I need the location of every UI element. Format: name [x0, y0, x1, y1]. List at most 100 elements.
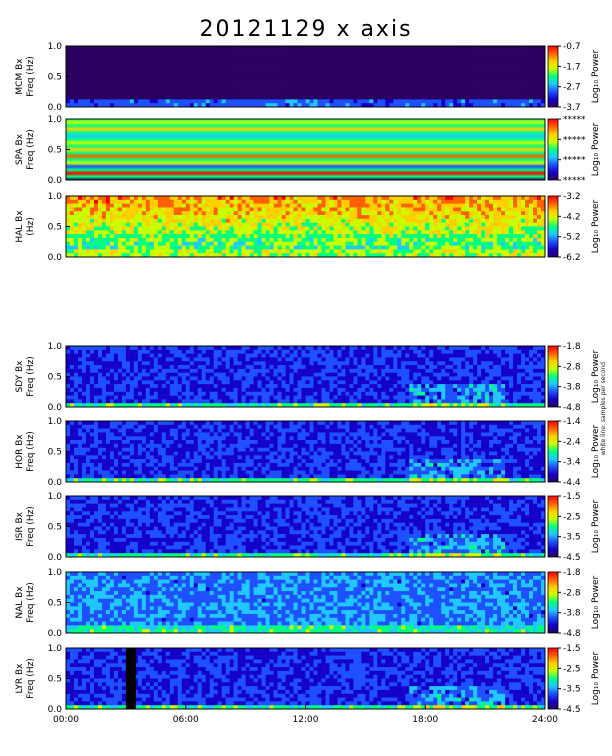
heatmap-cell	[121, 253, 127, 258]
heatmap-cell	[113, 103, 119, 108]
heatmap-cell	[301, 349, 306, 354]
heatmap-cell	[209, 199, 214, 204]
heatmap-cell	[433, 253, 438, 258]
heatmap-cell	[301, 199, 306, 204]
heatmap-cell	[105, 346, 111, 351]
heatmap-cell	[293, 57, 298, 62]
heatmap-cell	[201, 349, 207, 354]
heatmap-cell	[325, 384, 330, 389]
heatmap-cell	[66, 99, 71, 104]
heatmap-cell	[377, 84, 382, 89]
heatmap-cell	[149, 395, 155, 400]
heatmap-cell	[501, 207, 506, 212]
heatmap-cell	[121, 234, 127, 239]
heatmap-cell	[209, 76, 214, 81]
heatmap-cell	[93, 80, 99, 85]
heatmap-cell	[229, 357, 234, 362]
heatmap-cell	[169, 357, 175, 362]
heatmap-cell	[225, 249, 230, 254]
heatmap-cell	[201, 403, 207, 408]
heatmap-cell	[121, 403, 127, 408]
heatmap-cell	[301, 357, 306, 362]
heatmap-cell	[141, 226, 147, 231]
heatmap-cell	[97, 61, 103, 66]
heatmap-cell	[333, 61, 338, 66]
colorbar-tick-label: -2.7	[563, 83, 581, 93]
heatmap-cell	[193, 361, 199, 366]
heatmap-cell	[501, 76, 506, 81]
heatmap-cell	[529, 241, 534, 246]
heatmap-cell	[265, 196, 270, 201]
heatmap-cell	[201, 346, 207, 351]
heatmap-cell	[233, 387, 238, 393]
heatmap-cell	[305, 215, 310, 220]
heatmap-cell	[273, 211, 278, 216]
heatmap-cell	[301, 399, 306, 404]
heatmap-cell	[125, 103, 131, 108]
heatmap-cell	[153, 346, 159, 351]
heatmap-cell	[513, 95, 518, 100]
heatmap-cell	[397, 99, 402, 104]
heatmap-cell	[261, 372, 266, 377]
heatmap-cell	[205, 72, 210, 77]
heatmap-cell	[513, 226, 518, 231]
heatmap-cell	[177, 222, 183, 227]
heatmap-cell	[101, 380, 107, 385]
heatmap-cell	[165, 91, 171, 96]
heatmap-cell	[117, 207, 123, 212]
heatmap-cell	[165, 387, 171, 393]
heatmap-cell	[369, 65, 374, 70]
heatmap-cell	[121, 249, 127, 254]
heatmap-cell	[229, 237, 234, 243]
heatmap-cell	[105, 230, 111, 235]
heatmap-cell	[357, 84, 362, 89]
heatmap-cell	[513, 103, 518, 108]
heatmap-cell	[341, 249, 346, 254]
heatmap-cell	[393, 61, 398, 66]
heatmap-cell	[513, 215, 518, 220]
heatmap-cell	[409, 68, 414, 73]
heatmap-cell	[177, 215, 183, 220]
heatmap-cell	[161, 65, 167, 70]
heatmap-cell	[281, 395, 286, 400]
heatmap-cell	[125, 57, 131, 62]
heatmap-cell	[113, 249, 119, 254]
heatmap-cell	[353, 91, 358, 96]
heatmap-cell	[329, 72, 334, 77]
heatmap-cell	[289, 241, 294, 246]
heatmap-cell	[461, 46, 466, 51]
heatmap-cell	[357, 253, 362, 258]
heatmap-cell	[481, 245, 486, 250]
heatmap-cell	[157, 234, 163, 239]
heatmap-cell	[97, 46, 103, 51]
heatmap-cell	[441, 53, 446, 58]
heatmap-cell	[157, 196, 163, 201]
heatmap-cell	[249, 222, 254, 227]
heatmap-cell	[285, 365, 290, 370]
heatmap-cell	[289, 353, 294, 358]
heatmap-cell	[81, 237, 87, 243]
heatmap-cell	[197, 72, 203, 77]
heatmap-cell	[297, 91, 302, 96]
heatmap-cell	[309, 80, 314, 85]
heatmap-cell	[321, 249, 326, 254]
heatmap-cell	[301, 226, 306, 231]
heatmap-cell	[209, 249, 214, 254]
heatmap-cell	[441, 76, 446, 81]
heatmap-cell	[333, 65, 338, 70]
heatmap-cell	[121, 218, 127, 223]
heatmap-cell	[133, 49, 139, 54]
heatmap-cell	[461, 218, 466, 223]
heatmap-cell	[121, 68, 127, 73]
heatmap-cell	[373, 49, 378, 54]
heatmap-cell	[257, 49, 262, 54]
heatmap-cell	[69, 365, 75, 370]
heatmap-cell	[233, 395, 238, 400]
heatmap-cell	[137, 395, 143, 400]
heatmap-cell	[105, 237, 111, 243]
heatmap-cell	[169, 211, 175, 216]
heatmap-cell	[361, 253, 366, 258]
heatmap-cell	[121, 361, 127, 366]
heatmap-cell	[317, 349, 322, 354]
heatmap-cell	[153, 384, 159, 389]
